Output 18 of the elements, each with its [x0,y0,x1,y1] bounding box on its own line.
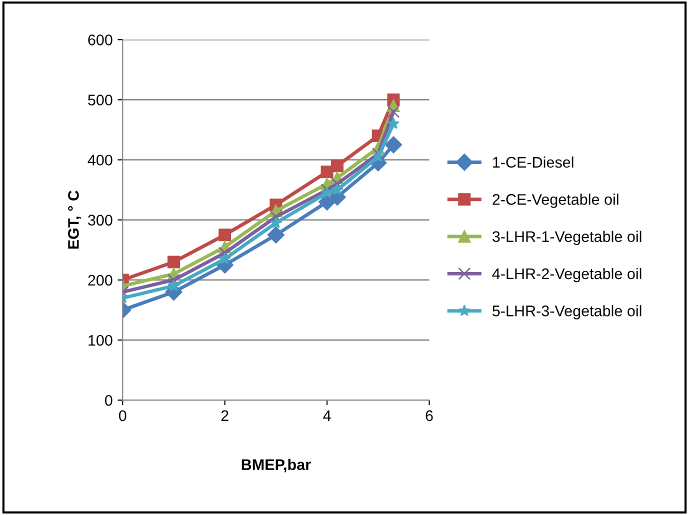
y-axis-title: EGT, ° C [68,190,82,249]
x-tick-label: 2 [221,410,228,421]
y-tick-label: 400 [88,154,112,166]
y-tick-label: 200 [88,274,112,286]
y-tick-label: 600 [88,34,112,46]
y-tick-label: 0 [105,395,112,406]
legend-label: 5-LHR-3-Vegetable oil [492,305,642,320]
x-tick-label: 6 [426,410,433,422]
legend-label: 2-CE-Vegetable oil [492,194,618,208]
y-tick-label: 300 [88,214,112,226]
y-tick-label: 100 [88,334,112,346]
y-tick-label: 500 [88,94,112,106]
x-tick-label: 0 [118,410,126,422]
legend-label: 1-CE-Diesel [493,156,574,168]
legend-label: 3-LHR-1-Vegetable oil [492,230,642,246]
x-tick-label: 4 [323,410,331,421]
x-axis-title: BMEP,bar [242,458,311,472]
legend-label: 4-LHR-2-Vegetable oil [492,268,642,282]
